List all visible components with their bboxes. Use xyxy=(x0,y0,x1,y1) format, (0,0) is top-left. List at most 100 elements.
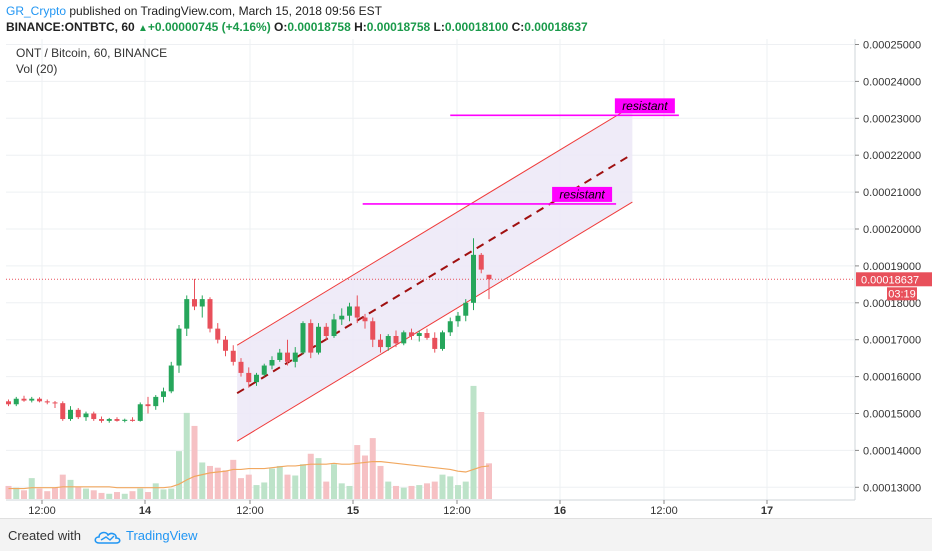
time-tick-label: 15 xyxy=(347,505,359,517)
candle-body xyxy=(130,419,135,421)
candle-body xyxy=(409,332,414,337)
candle-body xyxy=(37,398,42,402)
resistance-label: resistant xyxy=(559,187,605,201)
publish-line: GR_Crypto published on TradingView.com, … xyxy=(6,4,382,18)
volume-ma-line xyxy=(8,460,490,490)
price-tick-label: 0.00019000 xyxy=(863,261,921,273)
volume-bar xyxy=(207,465,213,499)
candle-body xyxy=(199,299,205,307)
candle-body xyxy=(145,404,151,407)
volume-bar xyxy=(152,483,159,499)
candle-body xyxy=(68,409,73,420)
candle-body xyxy=(261,365,267,375)
time-tick-label: 12:00 xyxy=(28,505,56,517)
price-tick-label: 0.00025000 xyxy=(863,40,921,52)
time-tick-label: 12:00 xyxy=(236,505,264,517)
candle-body xyxy=(176,328,182,366)
volume-bar xyxy=(439,474,446,499)
volume-bar xyxy=(106,493,113,499)
candle-body xyxy=(300,323,306,353)
candle-body xyxy=(184,299,190,329)
price-tick-label: 0.00024000 xyxy=(863,76,921,88)
volume-bar xyxy=(199,462,206,499)
candle-body xyxy=(91,413,97,420)
channel-lower-line xyxy=(236,201,633,442)
symbol-label: BINANCE:ONTBTC, 60 xyxy=(6,20,135,34)
candle-body xyxy=(463,302,469,316)
up-arrow-icon: ▲ xyxy=(138,23,148,34)
volume-bar xyxy=(346,485,353,499)
candle-body xyxy=(269,359,275,366)
candle-body xyxy=(161,391,166,397)
candle-body xyxy=(285,352,290,362)
volume-bar xyxy=(315,458,322,499)
chart-legend: ONT / Bitcoin, 60, BINANCE Vol (20) xyxy=(16,45,167,77)
volume-bar xyxy=(176,451,182,499)
candle-body xyxy=(207,299,213,329)
volume-bar xyxy=(284,474,291,499)
low-value: 0.00018100 xyxy=(444,20,509,34)
candle-body xyxy=(246,372,252,383)
candle-body xyxy=(21,398,27,401)
price-chart[interactable]: resistant resistant 0.00025000 0.00024000 0.… xyxy=(0,0,932,518)
resistance-label-bg xyxy=(552,186,613,202)
volume-bar xyxy=(431,481,438,499)
close-label: C: xyxy=(511,20,525,34)
low-label: L: xyxy=(433,20,445,34)
candle-body xyxy=(424,333,430,338)
candle-body xyxy=(44,401,50,403)
volume-bar xyxy=(44,491,51,499)
candle-body xyxy=(83,413,89,418)
price-tick-label: 0.00023000 xyxy=(863,113,921,125)
volume-bar xyxy=(338,483,345,499)
volume-bar xyxy=(214,467,221,499)
volume-bar xyxy=(424,483,430,499)
countdown-label: 03:19 xyxy=(888,288,916,300)
volume-bar xyxy=(253,485,260,499)
candle-body xyxy=(339,315,345,320)
candle-body xyxy=(153,396,159,407)
candle-body xyxy=(347,306,352,316)
candle-body xyxy=(455,315,461,322)
time-tick-label: 12:00 xyxy=(650,505,678,517)
last-price-badge xyxy=(856,272,932,287)
candle-body xyxy=(52,402,58,404)
created-with-text: Created with xyxy=(8,528,81,543)
footer-bar: Created with TradingView xyxy=(0,518,932,551)
volume-bar xyxy=(114,492,120,499)
volume-bar xyxy=(300,464,306,499)
candle-body xyxy=(99,419,104,421)
volume-bar xyxy=(36,488,43,499)
time-tick-label: 12:00 xyxy=(443,505,471,517)
volume-bar xyxy=(455,485,461,499)
candle-body xyxy=(471,254,476,303)
resistance-label-bg xyxy=(614,98,675,114)
channel-upper-line xyxy=(236,105,633,346)
published-text: published on TradingView.com, March 15, … xyxy=(66,4,383,18)
candle-body xyxy=(432,337,438,349)
candle-body xyxy=(75,409,81,418)
time-tick-label: 14 xyxy=(139,505,152,517)
candle-body xyxy=(168,365,174,392)
candle-body xyxy=(230,350,236,362)
volume-bar xyxy=(183,412,190,499)
candle-body xyxy=(385,336,391,348)
candle-body xyxy=(215,328,221,340)
volume-bar xyxy=(408,485,415,499)
countdown-badge xyxy=(887,287,917,301)
candle-body xyxy=(362,317,368,322)
tradingview-logo[interactable]: TradingView xyxy=(126,528,198,543)
volume-bar xyxy=(21,490,27,499)
price-tick-label: 0.00021000 xyxy=(863,187,921,199)
candle-body xyxy=(378,339,383,348)
price-tick-label: 0.00017000 xyxy=(863,335,921,347)
author-link[interactable]: GR_Crypto xyxy=(6,4,67,18)
volume-bar xyxy=(129,491,136,499)
candle-body xyxy=(137,404,143,421)
volume-bar xyxy=(98,492,105,499)
price-tick-label: 0.00014000 xyxy=(863,445,921,457)
candle-body xyxy=(370,321,376,340)
candle-body xyxy=(13,398,19,405)
volume-bar xyxy=(28,478,35,499)
volume-bar xyxy=(369,438,376,499)
